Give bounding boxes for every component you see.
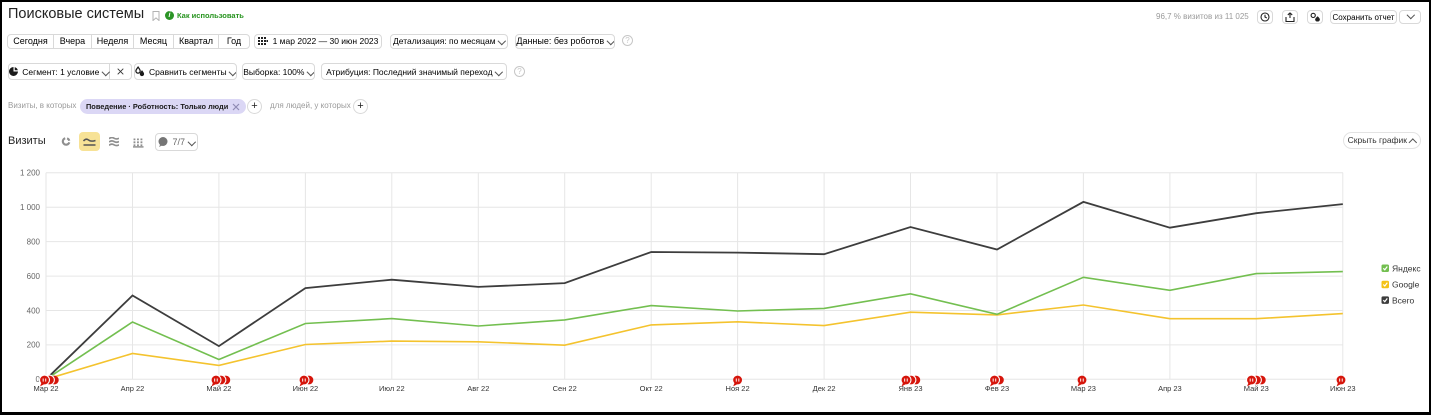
svg-text:Июн 22: Июн 22 xyxy=(293,384,319,393)
svg-text:200: 200 xyxy=(27,341,41,350)
svg-text:Всего: Всего xyxy=(1392,295,1415,305)
svg-text:Сен 22: Сен 22 xyxy=(553,384,577,393)
svg-text:Янв 23: Янв 23 xyxy=(899,384,923,393)
svg-text:Окт 22: Окт 22 xyxy=(640,384,663,393)
svg-text:Яндекс: Яндекс xyxy=(1392,264,1421,274)
svg-text:Google: Google xyxy=(1392,280,1420,290)
svg-text:Июн 23: Июн 23 xyxy=(1330,384,1356,393)
svg-text:Май 22: Май 22 xyxy=(206,384,231,393)
svg-text:Мар 22: Мар 22 xyxy=(33,384,58,393)
svg-text:Фев 23: Фев 23 xyxy=(985,384,1009,393)
svg-text:Июл 22: Июл 22 xyxy=(379,384,405,393)
svg-text:Май 23: Май 23 xyxy=(1244,384,1269,393)
svg-text:Апр 23: Апр 23 xyxy=(1158,384,1182,393)
svg-text:1 200: 1 200 xyxy=(20,169,41,178)
svg-text:Авг 22: Авг 22 xyxy=(467,384,489,393)
svg-text:600: 600 xyxy=(27,272,41,281)
svg-text:800: 800 xyxy=(27,237,41,246)
svg-text:1 000: 1 000 xyxy=(20,203,41,212)
svg-text:0: 0 xyxy=(36,375,41,384)
svg-text:Ноя 22: Ноя 22 xyxy=(726,384,750,393)
svg-text:Апр 22: Апр 22 xyxy=(121,384,145,393)
svg-text:Мар 23: Мар 23 xyxy=(1071,384,1096,393)
svg-text:Дек 22: Дек 22 xyxy=(813,384,836,393)
svg-text:400: 400 xyxy=(27,306,41,315)
